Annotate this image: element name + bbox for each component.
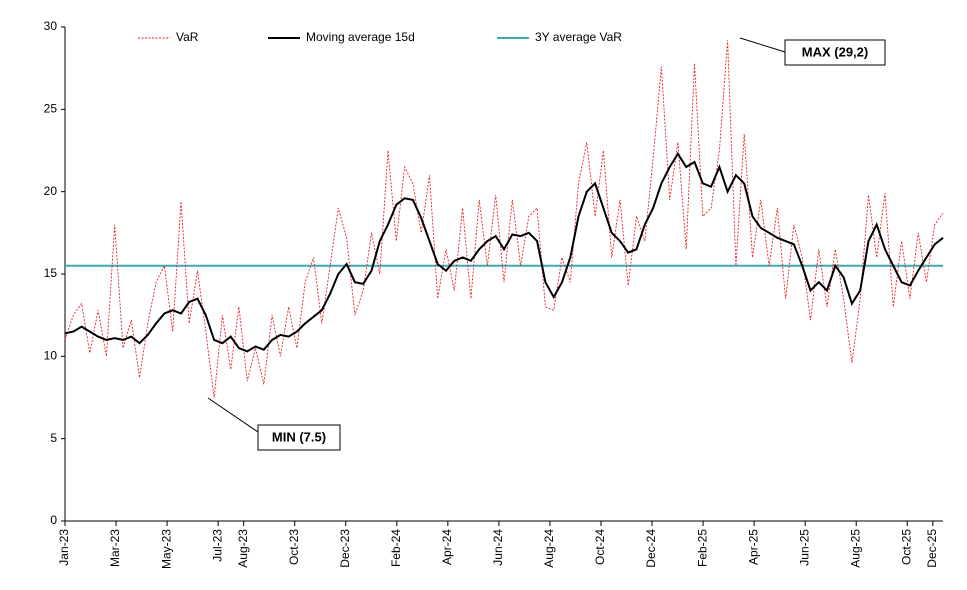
legend-label: Moving average 15d [306,30,415,44]
x-tick-label: Dec-25 [925,529,939,568]
max-leader [739,37,786,53]
legend-label: VaR [176,30,199,44]
max-box [784,39,886,66]
y-tick-label: 5 [50,431,57,445]
min-leader [207,397,259,433]
x-tick-label: Apr-25 [746,529,760,565]
y-tick-label: 20 [44,184,58,198]
y-tick-label: 15 [44,266,58,280]
x-tick-label: Jun-24 [491,529,505,566]
x-tick-label: Oct-25 [899,529,913,565]
x-tick-label: Jun-25 [797,529,811,566]
y-tick-label: 25 [44,102,58,116]
x-tick-label: Feb-24 [389,529,403,567]
series-line [64,151,944,353]
x-tick-label: Aug-25 [848,529,862,568]
x-tick-label: Oct-24 [593,529,607,565]
x-tick-label: May-23 [159,529,173,569]
max-annotation: MAX (29,2) [802,44,868,59]
x-tick-label: Jan-23 [57,529,71,566]
x-tick-label: Apr-24 [440,529,454,565]
y-tick-label: 0 [50,513,57,527]
min-box [257,424,341,451]
legend-label: 3Y average VaR [535,30,622,44]
series-line [64,40,944,398]
x-tick-label: Dec-24 [644,529,658,568]
x-tick-label: Dec-23 [338,529,352,568]
x-tick-label: Aug-23 [236,529,250,568]
min-annotation: MIN (7.5) [272,429,326,444]
x-tick-label: Aug-24 [542,529,556,568]
x-tick-label: Mar-23 [108,529,122,567]
y-tick-label: 10 [44,349,58,363]
x-tick-label: Oct-23 [287,529,301,565]
x-tick-label: Feb-25 [695,529,709,567]
x-tick-label: Jul-23 [210,529,224,562]
y-tick-label: 30 [44,19,58,33]
